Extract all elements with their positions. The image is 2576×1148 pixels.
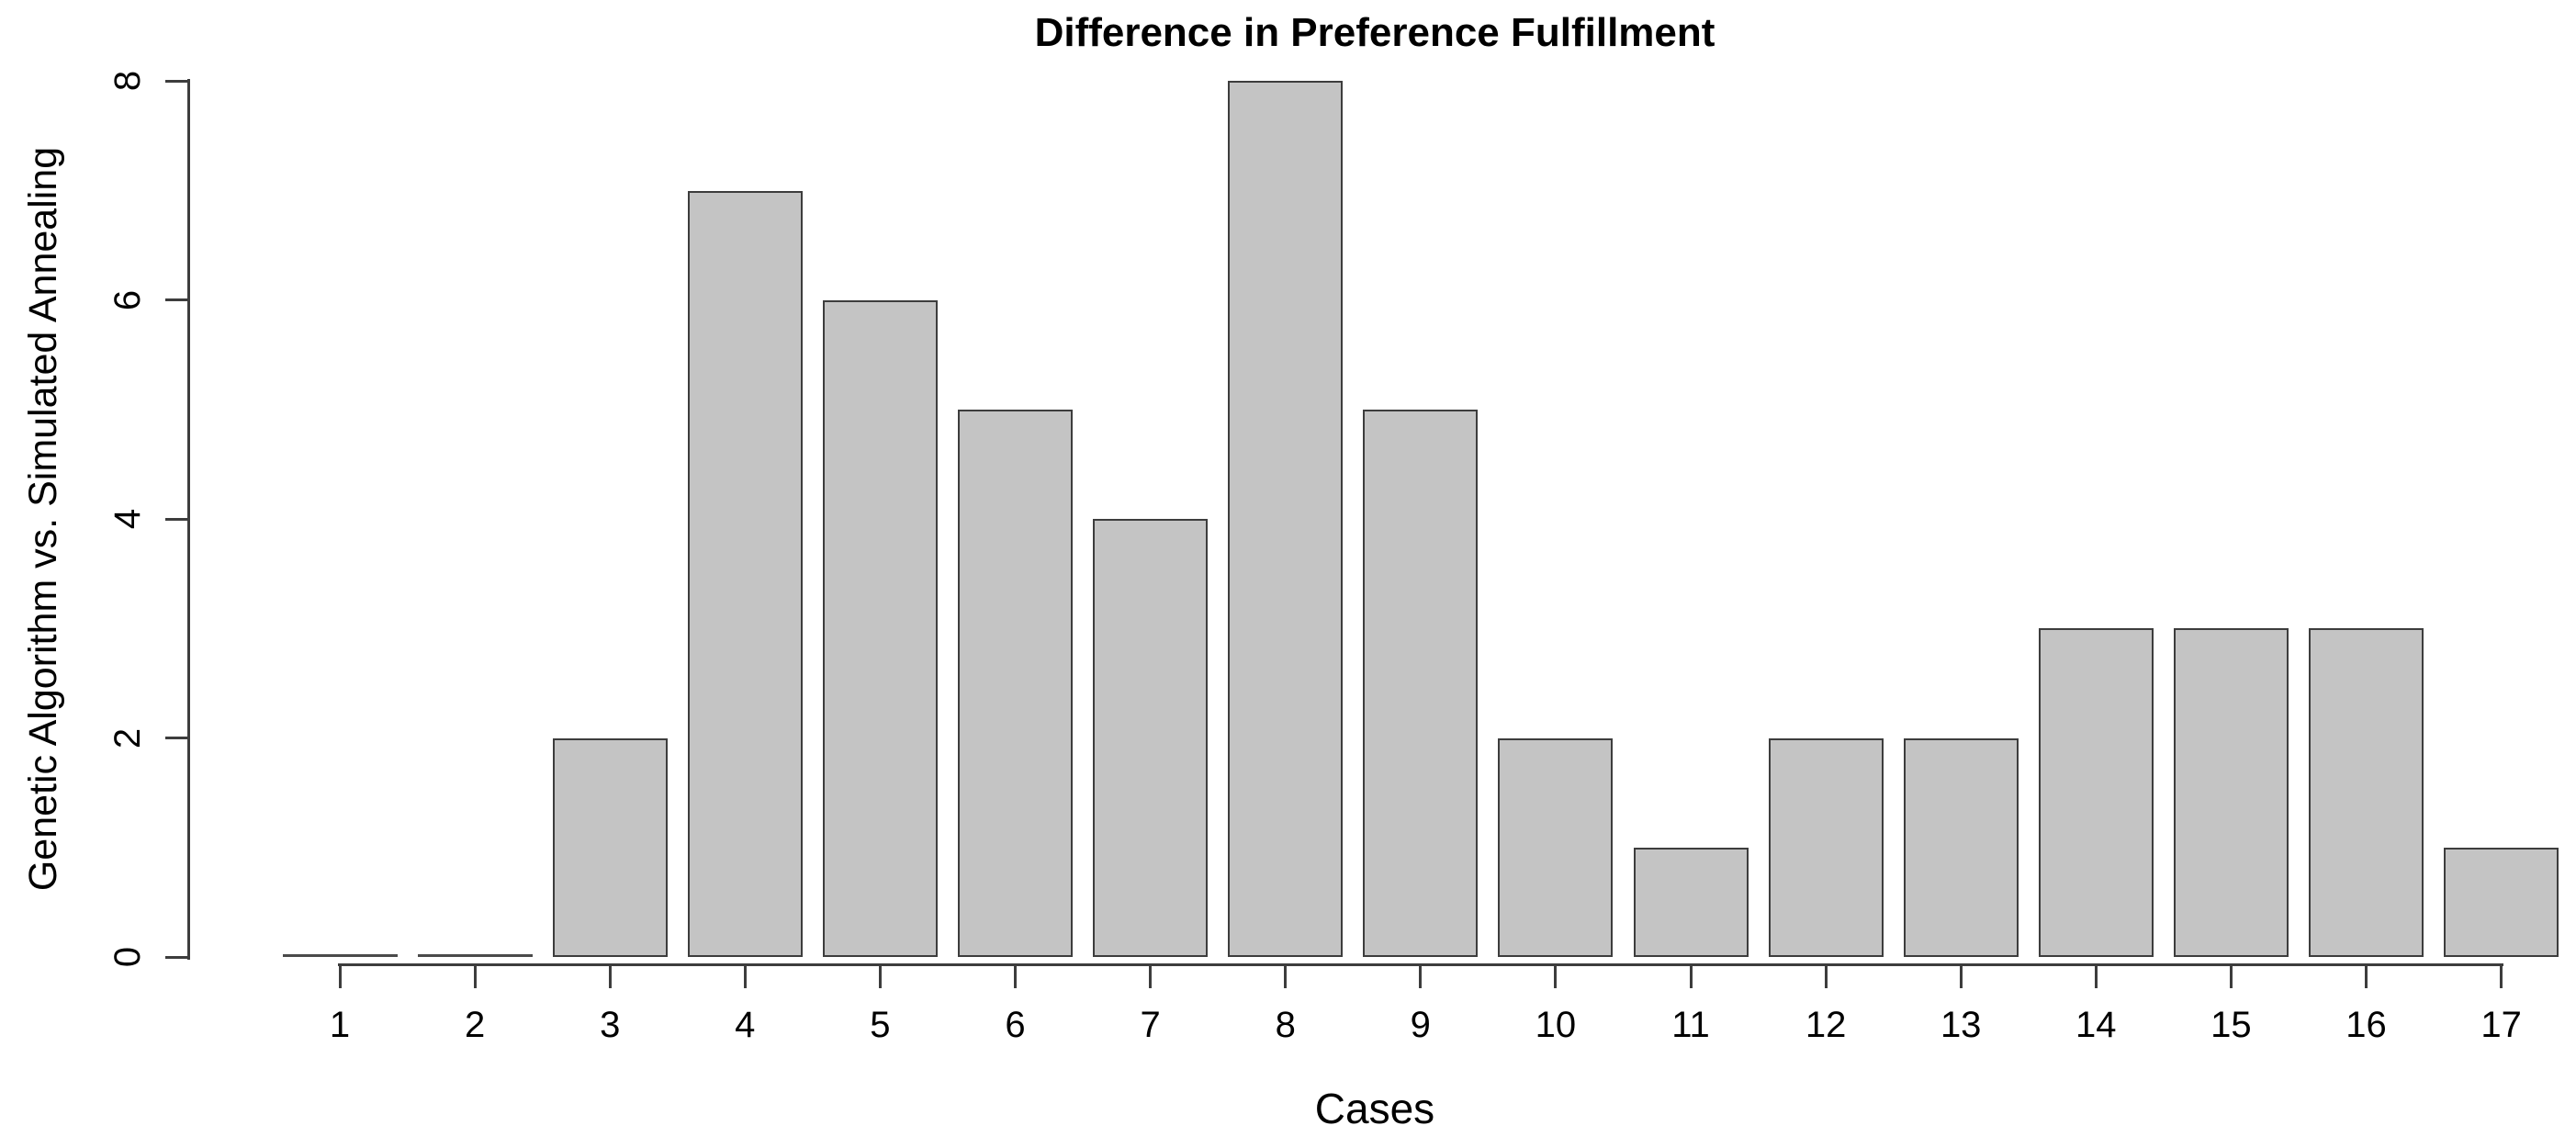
x-axis-tick <box>1824 966 1828 988</box>
x-tick-label: 9 <box>1410 1005 1431 1045</box>
x-tick-label: 17 <box>2480 1005 2522 1045</box>
y-tick-label: 2 <box>107 727 148 748</box>
bar <box>1093 519 1209 957</box>
bar <box>1498 737 1614 957</box>
y-tick-label: 4 <box>107 509 148 530</box>
x-tick-label: 16 <box>2345 1005 2387 1045</box>
y-axis-tick <box>165 79 187 83</box>
x-axis-tick <box>2365 966 2368 988</box>
x-tick-label: 14 <box>2075 1005 2117 1045</box>
y-axis-tick <box>165 737 187 740</box>
y-tick-label: 6 <box>107 289 148 310</box>
x-axis-tick <box>1959 966 1963 988</box>
chart-title: Difference in Preference Fulfillment <box>1034 10 1715 55</box>
x-axis-tick <box>878 966 882 988</box>
x-tick-label: 3 <box>600 1005 621 1045</box>
bar <box>687 190 803 957</box>
x-tick-label: 6 <box>1005 1005 1026 1045</box>
y-axis-tick <box>165 517 187 521</box>
bar <box>822 299 938 957</box>
bar <box>1768 737 1884 957</box>
x-axis-tick <box>2500 966 2503 988</box>
bar <box>1903 737 2019 957</box>
x-axis-line <box>338 963 2503 966</box>
bar <box>552 737 668 957</box>
x-axis-tick <box>1689 966 1693 988</box>
x-tick-label: 11 <box>1671 1005 1710 1045</box>
bar <box>1228 81 1344 957</box>
x-tick-label: 15 <box>2210 1005 2252 1045</box>
x-tick-label: 7 <box>1140 1005 1161 1045</box>
x-tick-label: 4 <box>735 1005 756 1045</box>
x-axis-tick <box>608 966 612 988</box>
x-axis-tick <box>338 966 342 988</box>
x-axis-tick <box>1554 966 1558 988</box>
bar <box>2444 847 2559 957</box>
x-axis-label: Cases <box>1314 1085 1435 1132</box>
y-axis-label: Genetic Algorithm vs. Simulated Annealin… <box>21 146 65 892</box>
bar <box>2173 628 2289 957</box>
y-axis-tick <box>165 955 187 959</box>
x-axis-tick <box>1419 966 1423 988</box>
y-axis-line <box>187 79 190 960</box>
x-tick-label: 5 <box>870 1005 891 1045</box>
x-axis-tick <box>1014 966 1017 988</box>
y-tick-label: 8 <box>107 71 148 92</box>
y-tick-label: 0 <box>107 946 148 968</box>
bar <box>1633 847 1749 957</box>
x-axis-tick <box>473 966 477 988</box>
bar <box>1363 410 1479 957</box>
bar <box>2309 628 2424 957</box>
x-tick-label: 1 <box>329 1005 351 1045</box>
y-axis-tick <box>165 298 187 302</box>
x-axis-tick <box>1149 966 1153 988</box>
x-axis-tick <box>743 966 747 988</box>
x-axis-tick <box>1284 966 1288 988</box>
x-axis-tick <box>2094 966 2098 988</box>
bar <box>2038 628 2154 957</box>
x-tick-label: 10 <box>1535 1005 1577 1045</box>
x-tick-label: 12 <box>1805 1005 1847 1045</box>
x-tick-label: 8 <box>1275 1005 1296 1045</box>
bar <box>282 954 398 957</box>
x-tick-label: 2 <box>464 1005 486 1045</box>
bar <box>958 410 1073 957</box>
bar <box>417 954 533 957</box>
x-axis-tick <box>2229 966 2233 988</box>
x-tick-label: 13 <box>1940 1005 1982 1045</box>
